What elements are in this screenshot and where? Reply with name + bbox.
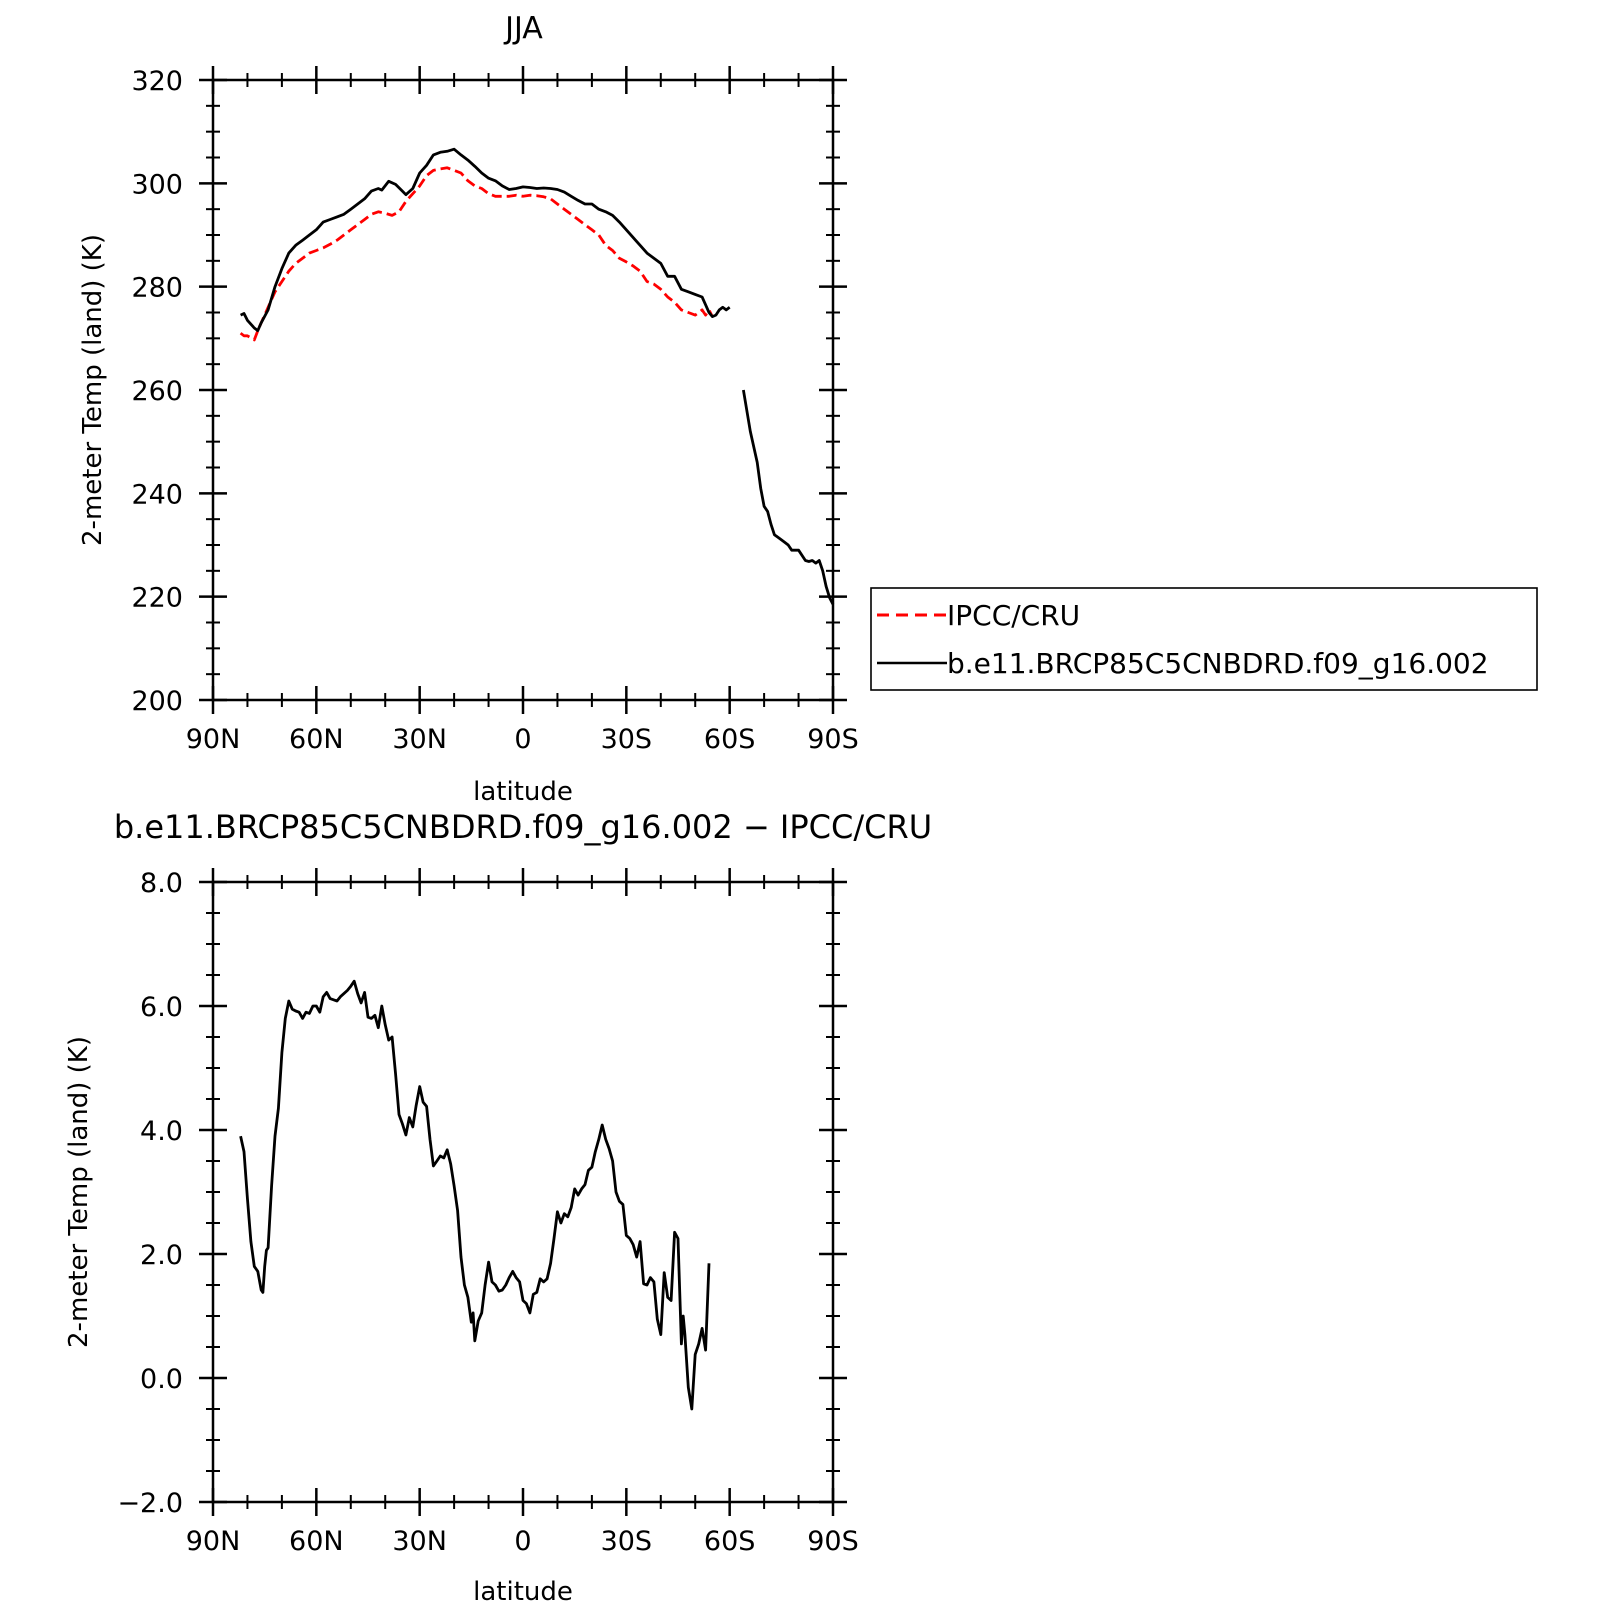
bottom-series-lines (239, 979, 711, 1411)
bottom-plot-frame (211, 880, 835, 1504)
y-tick-label: 280 (131, 273, 183, 304)
legend: IPCC/CRU b.e11.BRCP85C5CNBDRD.f09_g16.00… (870, 587, 1538, 691)
bottom-chart-title: b.e11.BRCP85C5CNBDRD.f09_g16.002 − IPCC/… (114, 808, 932, 846)
top-panel: JJA 90N 60N 30N 0 30S 60S 90S 200 220 240 260 280 3… (78, 11, 859, 807)
bottom-x-axis-label: latitude (473, 1577, 573, 1603)
bottom-y-axis-label: 2-meter Temp (land) (K) (64, 1036, 94, 1348)
x-tick-label: 60N (289, 1526, 344, 1557)
x-tick-label: 90N (186, 1526, 241, 1557)
bottom-panel: b.e11.BRCP85C5CNBDRD.f09_g16.002 − IPCC/… (64, 808, 932, 1603)
legend-label-model: b.e11.BRCP85C5CNBDRD.f09_g16.002 (947, 647, 1489, 680)
series-line-1-0 (240, 147, 731, 333)
y-tick-label: 4.0 (140, 1116, 183, 1147)
legend-box (870, 587, 1538, 691)
x-tick-label: 90S (807, 724, 859, 755)
x-tick-label: 30N (392, 724, 447, 755)
y-tick-label: 8.0 (140, 868, 183, 899)
x-tick-label: 90S (807, 1526, 859, 1557)
series-line-1-1 (742, 389, 835, 606)
x-tick-label: 30S (601, 1526, 653, 1557)
top-y-tick-labels: 200 220 240 260 280 300 320 (131, 66, 183, 717)
top-x-axis-label: latitude (473, 777, 573, 807)
x-tick-label: 90N (186, 724, 241, 755)
y-tick-label: 260 (131, 376, 183, 407)
top-series-lines (239, 147, 835, 606)
y-tick-label: 200 (131, 686, 183, 717)
x-tick-label: 60S (704, 1526, 756, 1557)
y-tick-label: 2.0 (140, 1240, 183, 1271)
bottom-y-tick-labels: −2.0 0.0 2.0 4.0 6.0 8.0 (117, 868, 183, 1519)
y-tick-label: −2.0 (117, 1488, 183, 1519)
series-line-0-0 (239, 979, 711, 1411)
bottom-x-tick-labels: 90N 60N 30N 0 30S 60S 90S (186, 1526, 859, 1557)
y-tick-label: 220 (131, 583, 183, 614)
y-tick-label: 320 (131, 66, 183, 97)
x-tick-label: 60S (704, 724, 756, 755)
top-x-tick-labels: 90N 60N 30N 0 30S 60S 90S (186, 724, 859, 755)
x-tick-label: 30S (601, 724, 653, 755)
y-tick-label: 6.0 (140, 992, 183, 1023)
x-tick-label: 60N (289, 724, 344, 755)
top-y-axis-label: 2-meter Temp (land) (K) (78, 234, 108, 546)
y-tick-label: 0.0 (140, 1364, 183, 1395)
series-line-0-0 (239, 166, 714, 342)
top-chart-title: JJA (503, 11, 543, 46)
y-tick-label: 300 (131, 169, 183, 200)
y-tick-label: 240 (131, 479, 183, 510)
x-tick-label: 0 (514, 724, 531, 755)
bottom-axis-ticks (199, 868, 847, 1516)
top-axis-ticks (199, 66, 847, 714)
legend-label-ipcc-cru: IPCC/CRU (947, 599, 1080, 632)
x-tick-label: 0 (514, 1526, 531, 1557)
top-plot-frame (211, 78, 835, 702)
x-tick-label: 30N (392, 1526, 447, 1557)
